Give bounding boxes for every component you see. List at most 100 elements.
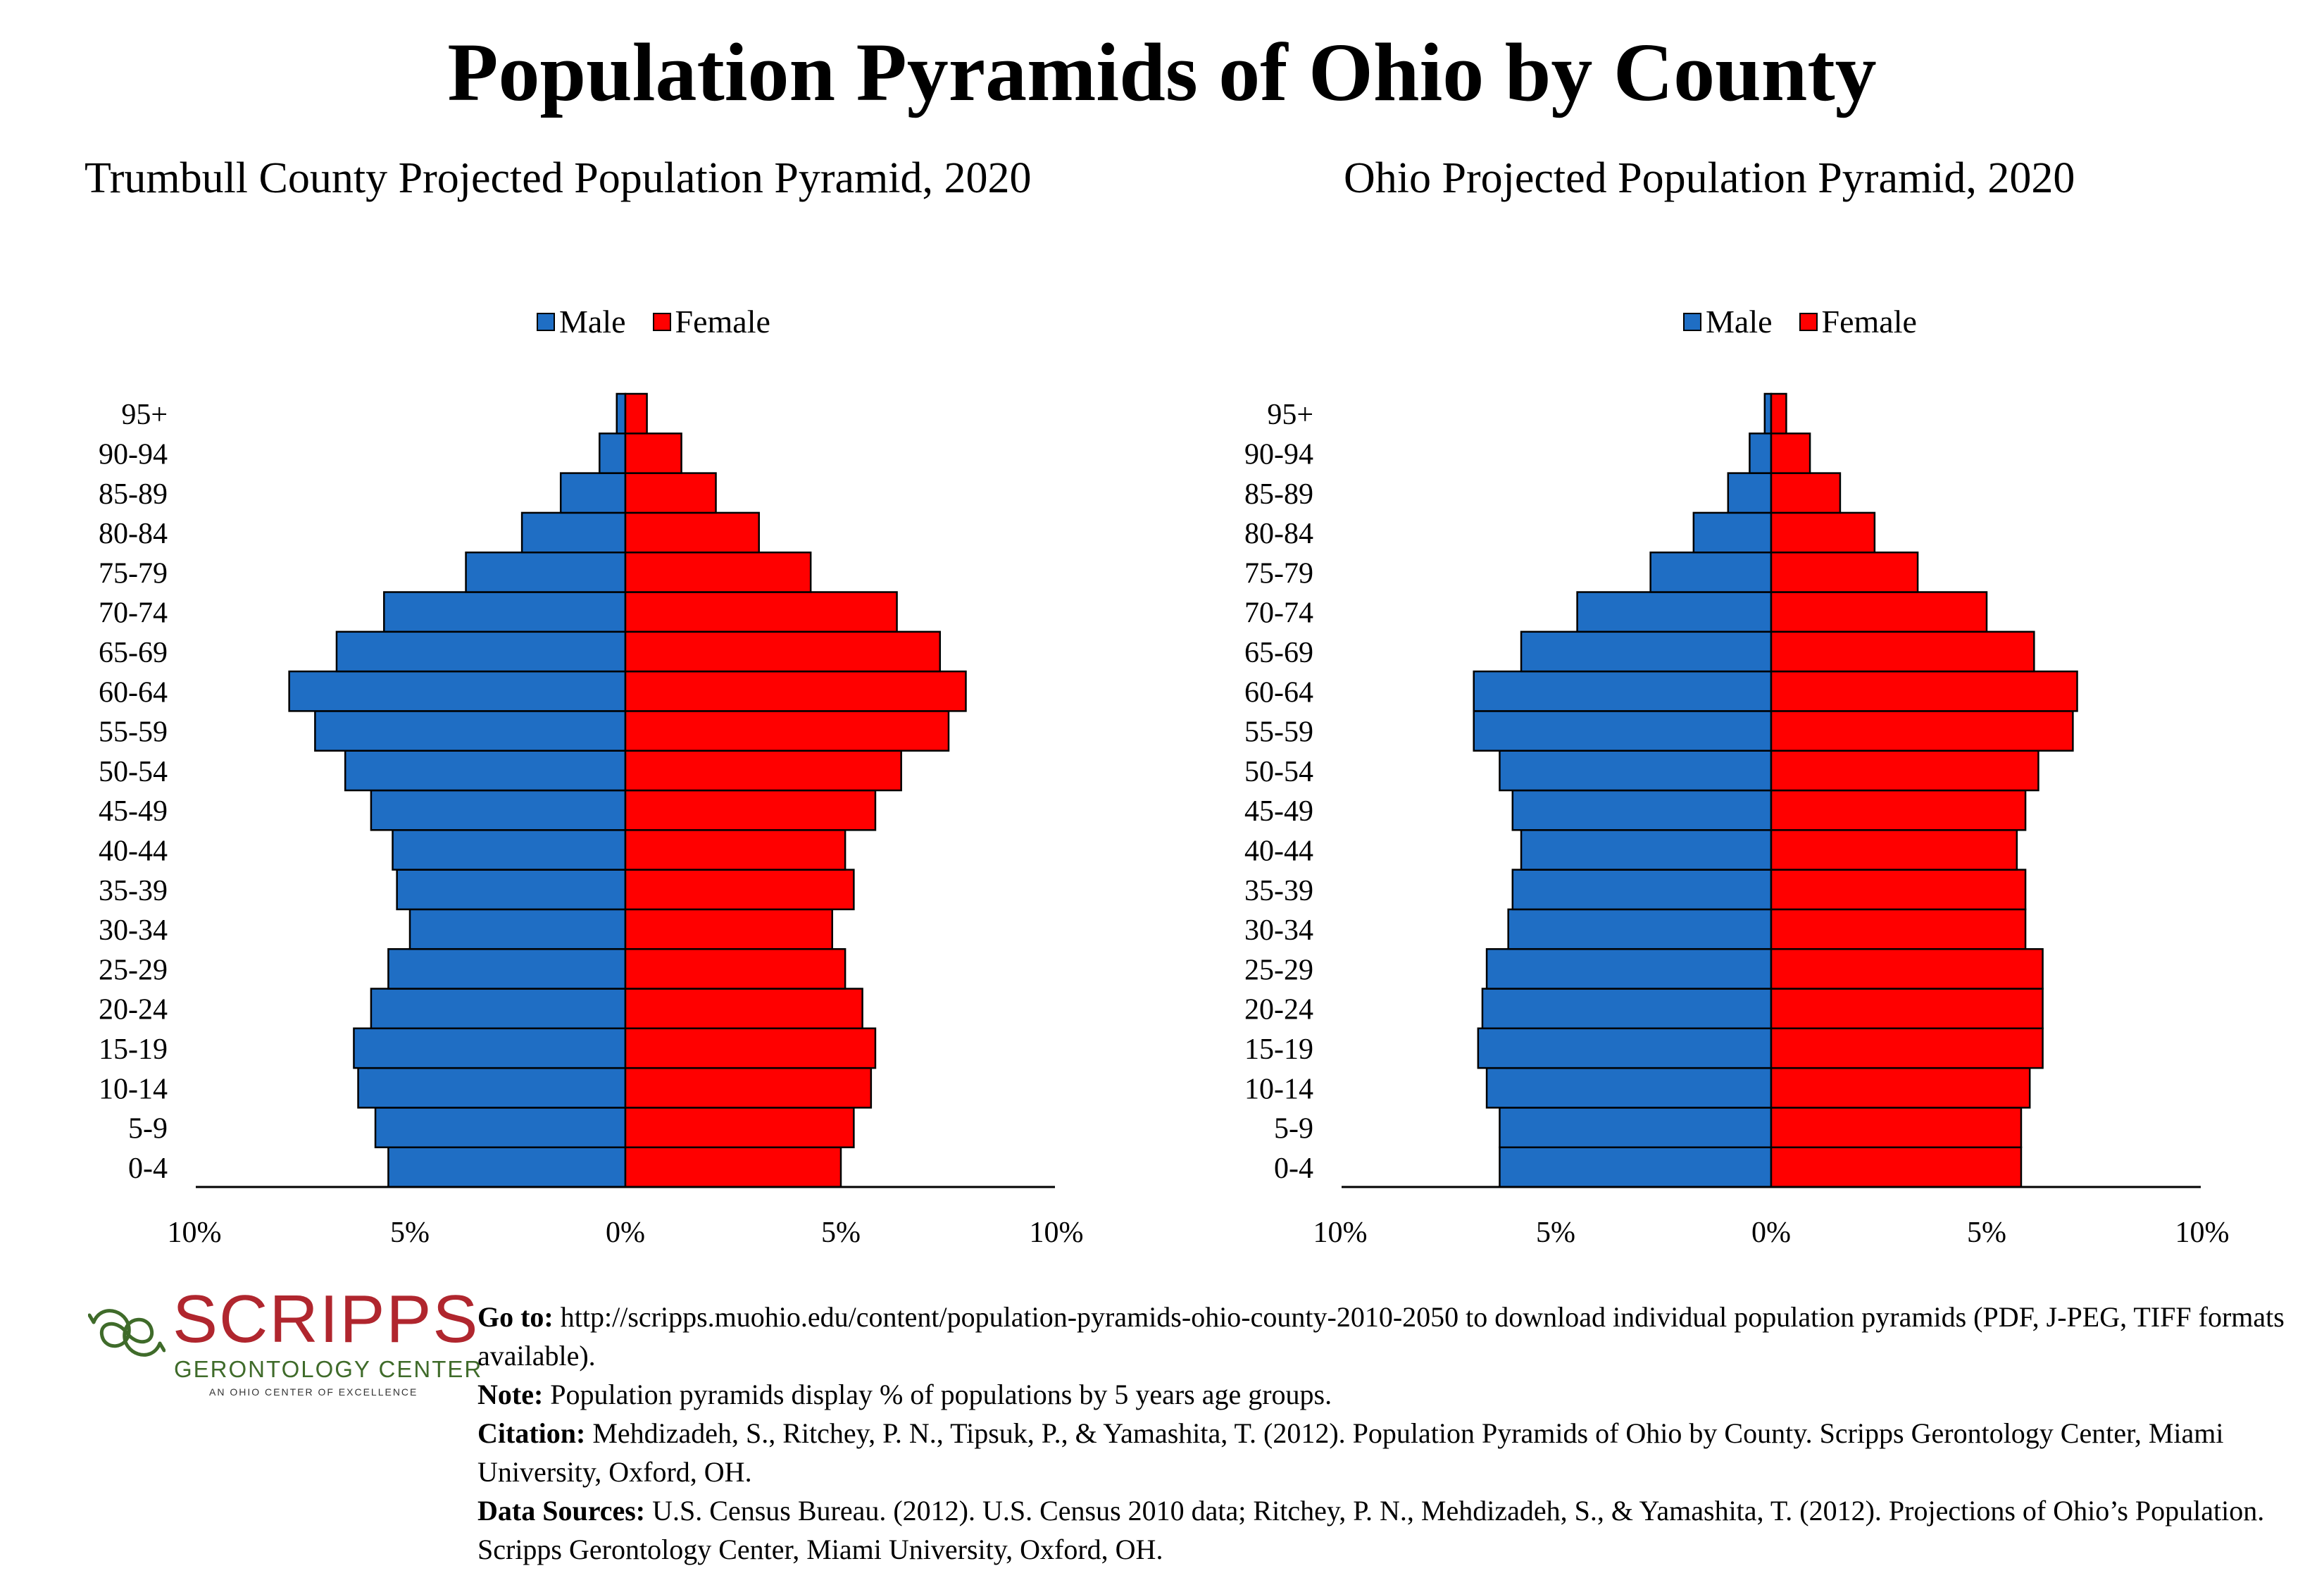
age-label-50-54: 50-54 (1244, 756, 1313, 788)
trumbull-pyramid-svg: 0-4 5-9 10-14 15-19 20-24 25-29 30-34 35-39 40-4… (99, 392, 1084, 1249)
female-bar-70-74 (624, 591, 898, 633)
male-bar-65-69 (335, 630, 627, 673)
female-bar-35-39 (624, 869, 855, 911)
female-bar-90-94 (624, 433, 682, 474)
legend-trumbull: Male Female (537, 303, 797, 340)
female-bar-85-89 (624, 472, 717, 514)
male-bar-25-29 (1485, 947, 1773, 990)
male-bar-5-9 (374, 1107, 627, 1148)
male-bar-95+ (616, 392, 627, 435)
legend-item-male: Male (1683, 303, 1773, 340)
male-bar-45-49 (1511, 789, 1773, 831)
female-bar-65-69 (624, 630, 942, 673)
female-bar-25-29 (1770, 947, 2044, 990)
male-bar-30-34 (408, 908, 627, 950)
male-bar-90-94 (1749, 433, 1773, 474)
citation-text: Mehdizadeh, S., Ritchey, P. N., Tipsuk, … (477, 1417, 2224, 1488)
x-tick-label: 5% (390, 1217, 430, 1249)
male-bar-35-39 (1511, 869, 1773, 911)
age-label-95+: 95+ (1267, 399, 1313, 431)
male-bar-20-24 (370, 988, 627, 1030)
note-text: Population pyramids display % of populat… (543, 1379, 1332, 1410)
x-tick-label: 10% (1313, 1217, 1368, 1249)
female-bar-80-84 (1770, 511, 1876, 554)
male-bar-5-9 (1499, 1107, 1773, 1148)
age-label-35-39: 35-39 (99, 875, 168, 907)
male-bar-0-4 (1499, 1146, 1773, 1188)
trumbull-pyramid-chart: 0-4 5-9 10-14 15-19 20-24 25-29 30-34 35-39 40-4… (0, 141, 1148, 1268)
age-label-20-24: 20-24 (1244, 994, 1313, 1026)
legend-swatch-female (1799, 312, 1818, 331)
male-bar-70-74 (1576, 591, 1773, 633)
age-label-45-49: 45-49 (99, 795, 168, 828)
male-bar-10-14 (1485, 1067, 1773, 1109)
female-bar-35-39 (1770, 869, 2027, 911)
age-label-90-94: 90-94 (1244, 438, 1313, 471)
goto-note: Go to: http://scripps.muohio.edu/content… (477, 1298, 2309, 1375)
age-label-40-44: 40-44 (1244, 835, 1313, 867)
footnotes: Go to: http://scripps.muohio.edu/content… (477, 1298, 2309, 1569)
age-label-35-39: 35-39 (1244, 875, 1313, 907)
legend-ohio: Male Female (1683, 303, 1944, 340)
male-bar-40-44 (1520, 829, 1773, 871)
age-label-15-19: 15-19 (1244, 1033, 1313, 1066)
female-bar-5-9 (1770, 1107, 2023, 1148)
female-bar-15-19 (624, 1027, 877, 1069)
female-bar-95+ (1770, 392, 1787, 435)
age-label-25-29: 25-29 (1244, 954, 1313, 986)
female-bar-40-44 (624, 829, 846, 871)
legend-swatch-male (1683, 312, 1701, 331)
female-bar-45-49 (624, 789, 877, 831)
age-label-55-59: 55-59 (1244, 716, 1313, 749)
spiral-logo-icon (88, 1309, 165, 1357)
female-bar-40-44 (1770, 829, 2018, 871)
female-bar-5-9 (624, 1107, 855, 1148)
female-bar-50-54 (1770, 750, 2039, 792)
logo-subtitle: GERONTOLOGY CENTER (174, 1356, 483, 1382)
ohio-pyramid-chart: 0-4 5-9 10-14 15-19 20-24 25-29 30-34 35-39 40-4… (1148, 141, 2296, 1268)
age-label-80-84: 80-84 (99, 518, 168, 550)
age-label-85-89: 85-89 (99, 478, 168, 511)
citation-note: Citation: Mehdizadeh, S., Ritchey, P. N.… (477, 1414, 2309, 1491)
age-label-15-19: 15-19 (99, 1033, 168, 1066)
chart-title-ohio: Ohio Projected Population Pyramid, 2020 (1344, 154, 2075, 202)
x-tick-label: 10% (168, 1217, 222, 1249)
logo-tagline: AN OHIO CENTER OF EXCELLENCE (209, 1386, 418, 1398)
male-bar-80-84 (1692, 511, 1773, 554)
female-bar-70-74 (1770, 591, 1988, 633)
male-bar-60-64 (288, 670, 627, 712)
age-label-85-89: 85-89 (1244, 478, 1313, 511)
age-label-50-54: 50-54 (99, 756, 168, 788)
female-bar-25-29 (624, 947, 846, 990)
legend-label-female: Female (675, 304, 770, 340)
x-tick-label: 10% (2175, 1217, 2230, 1249)
male-bar-15-19 (1477, 1027, 1773, 1069)
logo-wordmark: SCRIPPS (173, 1281, 480, 1357)
male-bar-35-39 (396, 869, 627, 911)
age-label-75-79: 75-79 (99, 557, 168, 590)
female-bar-10-14 (1770, 1067, 2031, 1109)
x-tick-label: 10% (1030, 1217, 1084, 1249)
age-label-55-59: 55-59 (99, 716, 168, 749)
female-bar-45-49 (1770, 789, 2027, 831)
female-bar-60-64 (1770, 670, 2078, 712)
female-bar-30-34 (1770, 908, 2027, 950)
female-bar-95+ (624, 392, 648, 435)
display-note: Note: Population pyramids display % of p… (477, 1375, 2309, 1414)
note-label: Note: (477, 1379, 544, 1410)
age-label-5-9: 5-9 (128, 1113, 168, 1145)
legend-swatch-female (652, 312, 671, 331)
sources-text: U.S. Census Bureau. (2012). U.S. Census … (477, 1495, 2265, 1565)
male-bar-50-54 (344, 750, 627, 792)
chart-title-trumbull: Trumbull County Projected Population Pyr… (85, 154, 1032, 202)
male-bar-50-54 (1499, 750, 1773, 792)
legend-item-female: Female (1799, 303, 1917, 340)
age-label-30-34: 30-34 (99, 914, 168, 947)
age-label-65-69: 65-69 (1244, 637, 1313, 669)
female-bar-80-84 (624, 511, 760, 554)
male-bar-55-59 (1473, 710, 1773, 752)
female-bar-20-24 (1770, 988, 2044, 1030)
female-bar-0-4 (624, 1146, 842, 1188)
male-bar-10-14 (357, 1067, 627, 1109)
age-label-25-29: 25-29 (99, 954, 168, 986)
